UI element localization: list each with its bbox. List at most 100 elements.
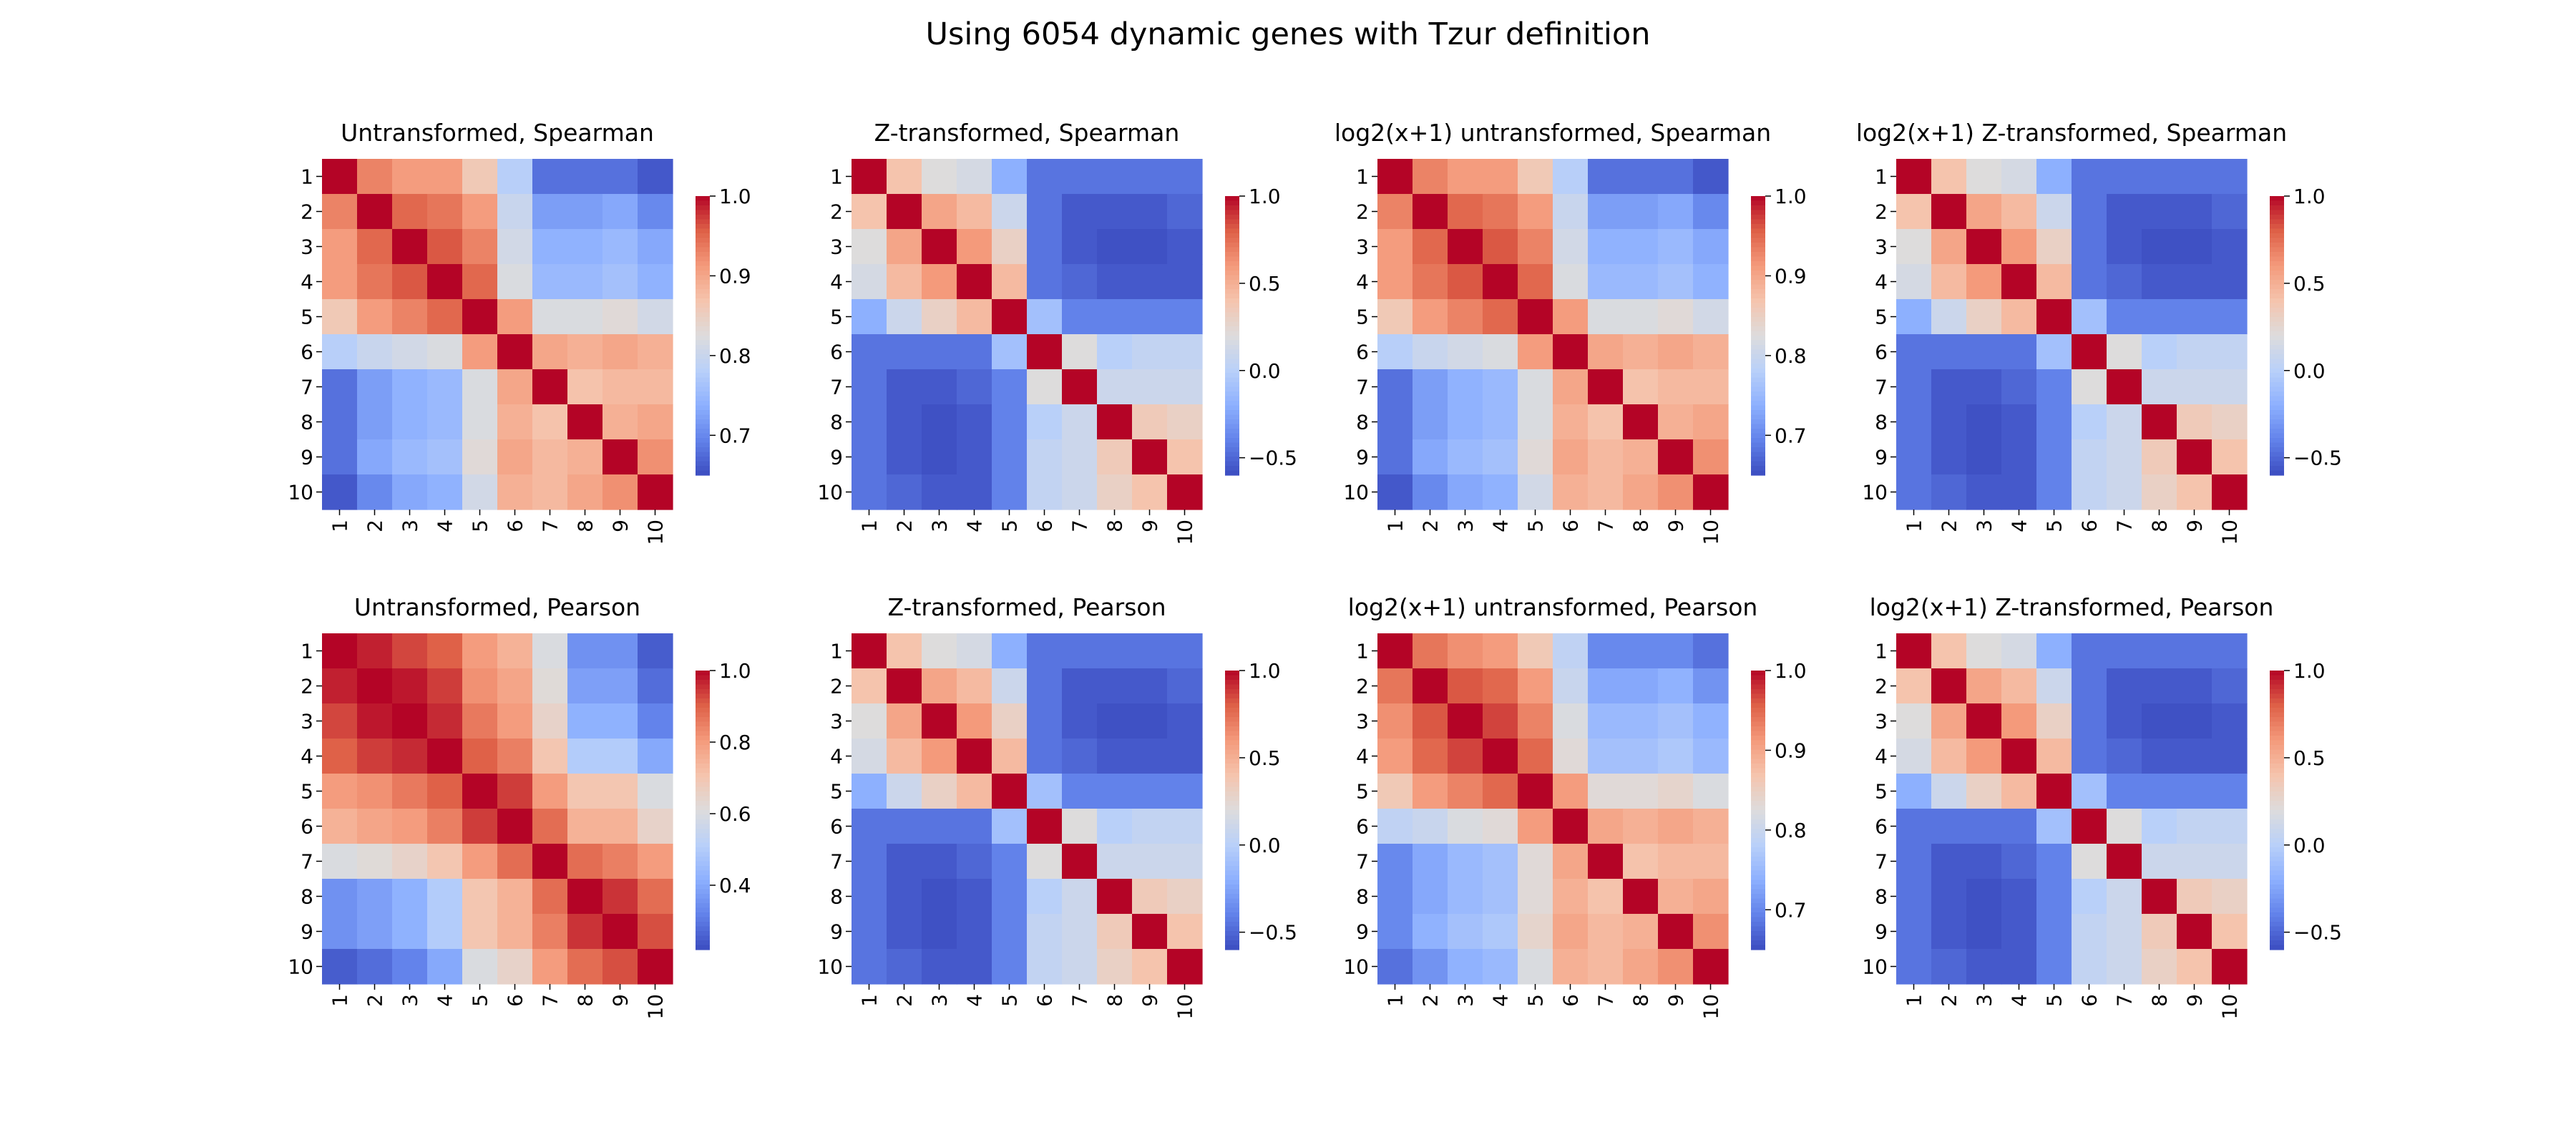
heatmap-cell bbox=[1658, 404, 1694, 440]
heatmap-cell bbox=[638, 739, 673, 774]
colorbar-segment bbox=[1751, 684, 1765, 690]
colorbar-segment bbox=[696, 712, 710, 718]
heatmap-cell bbox=[2072, 334, 2107, 370]
colorbar-segment bbox=[2270, 814, 2284, 820]
y-tick-label: 7 bbox=[1875, 850, 1888, 874]
y-tick-label: 2 bbox=[301, 200, 313, 224]
colorbar-segment bbox=[2270, 935, 2284, 941]
colorbar-segment bbox=[696, 429, 710, 434]
heatmap-cell bbox=[1623, 264, 1659, 300]
heatmap-cell bbox=[1693, 229, 1729, 265]
heatmap-cell bbox=[1132, 229, 1168, 265]
colorbar-segment bbox=[1225, 698, 1239, 704]
x-tick-label: 3 bbox=[928, 520, 952, 532]
heatmap-cell bbox=[922, 914, 957, 950]
heatmap-cell bbox=[852, 404, 887, 440]
heatmap-cell bbox=[1896, 949, 1932, 985]
heatmap-cell bbox=[357, 739, 393, 774]
heatmap-cell bbox=[1518, 949, 1553, 985]
heatmap-cell bbox=[532, 633, 568, 669]
colorbar-segment bbox=[1751, 805, 1765, 811]
colorbar-segment bbox=[696, 340, 710, 346]
heatmap-cell bbox=[462, 879, 498, 915]
colorbar-segment bbox=[696, 433, 710, 439]
y-tick-label: 7 bbox=[830, 850, 843, 874]
heatmap-cell bbox=[427, 404, 463, 440]
heatmap-cell bbox=[532, 879, 568, 915]
heatmap-cell bbox=[922, 194, 957, 230]
heatmap-cell bbox=[1448, 439, 1483, 475]
heatmap-cell bbox=[1483, 194, 1518, 230]
colorbar-segment bbox=[696, 238, 710, 243]
heatmap-cell bbox=[1377, 633, 1413, 669]
colorbar-segment bbox=[1225, 215, 1239, 220]
heatmap-cell bbox=[1518, 299, 1553, 335]
heatmap-cell bbox=[427, 809, 463, 844]
heatmap-cell bbox=[852, 774, 887, 809]
colorbar-segment bbox=[1225, 805, 1239, 811]
heatmap-cell bbox=[2001, 668, 2037, 704]
heatmap-cell bbox=[1693, 914, 1729, 950]
colorbar-segment bbox=[1751, 740, 1765, 746]
heatmap-cell bbox=[2036, 809, 2072, 844]
colorbar-segment bbox=[1225, 907, 1239, 913]
colorbar-segment bbox=[1225, 340, 1239, 346]
heatmap-cell bbox=[2001, 474, 2037, 510]
heatmap-cell bbox=[1518, 809, 1553, 844]
colorbar-segment bbox=[696, 303, 710, 308]
heatmap-cell bbox=[497, 229, 533, 265]
colorbar-segment bbox=[696, 391, 710, 397]
heatmap-cell bbox=[1966, 879, 2002, 915]
heatmap-cell bbox=[1027, 739, 1063, 774]
heatmap-cell bbox=[1518, 474, 1553, 510]
x-tick-label: 5 bbox=[469, 994, 492, 1007]
heatmap-cell bbox=[922, 949, 957, 985]
colorbar-segment bbox=[696, 912, 710, 918]
heatmap-cell bbox=[2036, 194, 2072, 230]
heatmap-cell bbox=[1588, 879, 1624, 915]
colorbar-tick-label: 1.0 bbox=[1249, 659, 1281, 683]
heatmap-cell bbox=[1027, 264, 1063, 300]
heatmap-cell bbox=[1693, 404, 1729, 440]
heatmap-cell bbox=[1931, 703, 1967, 739]
heatmap-cell bbox=[1518, 879, 1553, 915]
heatmap-cell bbox=[1413, 703, 1448, 739]
heatmap-cell bbox=[1896, 159, 1932, 195]
heatmap-cell bbox=[357, 914, 393, 950]
heatmap-cell bbox=[462, 703, 498, 739]
heatmap-cell bbox=[1132, 914, 1168, 950]
colorbar-segment bbox=[2270, 442, 2284, 448]
y-tick-label: 1 bbox=[1356, 640, 1369, 663]
colorbar-segment bbox=[1751, 898, 1765, 904]
heatmap-cell bbox=[497, 194, 533, 230]
heatmap-cell bbox=[957, 633, 992, 669]
heatmap-cell bbox=[1027, 369, 1063, 405]
heatmap-cell bbox=[1097, 439, 1133, 475]
colorbar-tick-label: 1.0 bbox=[719, 659, 751, 683]
colorbar-segment bbox=[696, 336, 710, 341]
colorbar-segment bbox=[1751, 671, 1765, 676]
colorbar-segment bbox=[696, 293, 710, 299]
colorbar-segment bbox=[1751, 410, 1765, 416]
heatmap-cell bbox=[392, 914, 428, 950]
colorbar-segment bbox=[1225, 926, 1239, 932]
colorbar-segment bbox=[1225, 429, 1239, 434]
colorbar-segment bbox=[696, 196, 710, 202]
colorbar-segment bbox=[696, 224, 710, 230]
heatmap-cell bbox=[427, 633, 463, 669]
heatmap-cell bbox=[322, 633, 358, 669]
heatmap-cell bbox=[2212, 264, 2248, 300]
heatmap-cell bbox=[887, 159, 922, 195]
heatmap-cell bbox=[887, 668, 922, 704]
colorbar-segment bbox=[2270, 401, 2284, 406]
colorbar-segment bbox=[2270, 373, 2284, 379]
colorbar-segment bbox=[696, 438, 710, 444]
y-tick-label: 2 bbox=[1356, 200, 1369, 224]
colorbar-segment bbox=[2270, 382, 2284, 388]
heatmap-cell bbox=[392, 264, 428, 300]
colorbar-segment bbox=[2270, 219, 2284, 225]
colorbar-segment bbox=[1751, 275, 1765, 281]
colorbar-segment bbox=[2270, 331, 2284, 336]
heatmap-cell bbox=[1931, 369, 1967, 405]
heatmap-cell bbox=[1518, 229, 1553, 265]
